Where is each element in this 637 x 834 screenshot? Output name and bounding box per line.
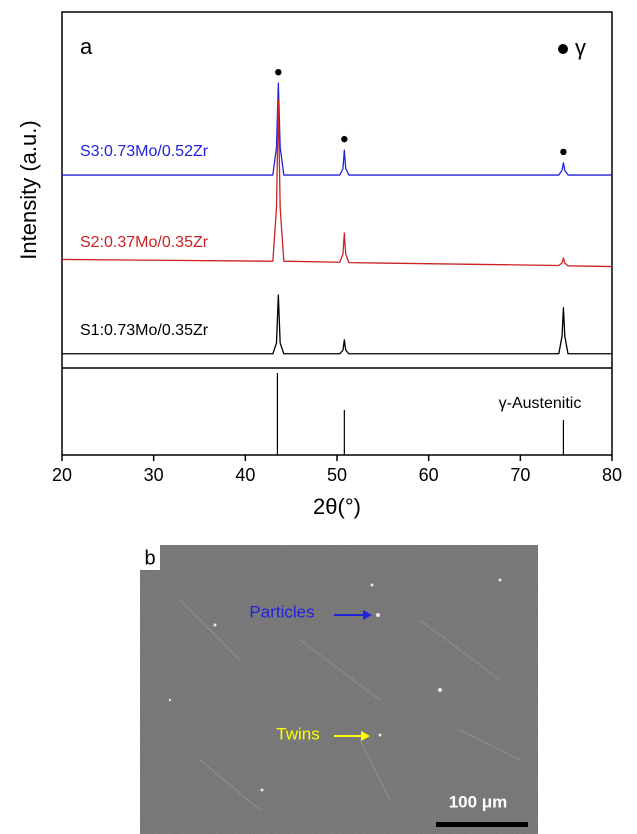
x-tick-label: 50 bbox=[327, 465, 347, 485]
xrd-trace bbox=[62, 82, 612, 176]
peak-marker bbox=[560, 148, 567, 156]
series-label: S1:0.73Mo/0.35Zr bbox=[80, 322, 209, 339]
particles bbox=[168, 578, 502, 792]
scale-bar-label: 100 μm bbox=[449, 792, 508, 811]
scale-bar bbox=[436, 822, 528, 827]
x-tick-label: 40 bbox=[235, 465, 255, 485]
sem-image: b Particles Twins 100 μm bbox=[140, 545, 538, 834]
x-tick-label: 70 bbox=[510, 465, 530, 485]
legend-label: γ bbox=[575, 35, 586, 60]
reference-label: γ-Austenitic bbox=[499, 395, 582, 412]
x-tick-label: 30 bbox=[144, 465, 164, 485]
xrd-trace bbox=[61, 99, 613, 268]
peak-marker bbox=[275, 69, 282, 76]
x-axis-label: 2θ(°) bbox=[313, 494, 361, 519]
legend-dot bbox=[558, 44, 568, 54]
y-axis-label: Intensity (a.u.) bbox=[16, 120, 41, 259]
panel-label: b bbox=[144, 547, 155, 569]
peak-marker bbox=[341, 135, 348, 143]
x-tick-label: 60 bbox=[419, 465, 439, 485]
arrow-head bbox=[361, 731, 370, 741]
xrd-trace bbox=[62, 294, 612, 355]
twin-lines bbox=[179, 599, 521, 811]
image-grain bbox=[140, 545, 538, 834]
series-label: S3:0.73Mo/0.52Zr bbox=[80, 143, 209, 160]
label-box bbox=[140, 545, 160, 570]
panel-label: a bbox=[80, 34, 93, 59]
series-label: S2:0.37Mo/0.35Zr bbox=[80, 234, 209, 251]
x-tick-label: 20 bbox=[52, 465, 72, 485]
x-tick-label: 80 bbox=[602, 465, 622, 485]
arrow-head bbox=[363, 610, 372, 620]
annotation: Particles bbox=[249, 602, 314, 621]
annotation: Twins bbox=[276, 724, 319, 743]
